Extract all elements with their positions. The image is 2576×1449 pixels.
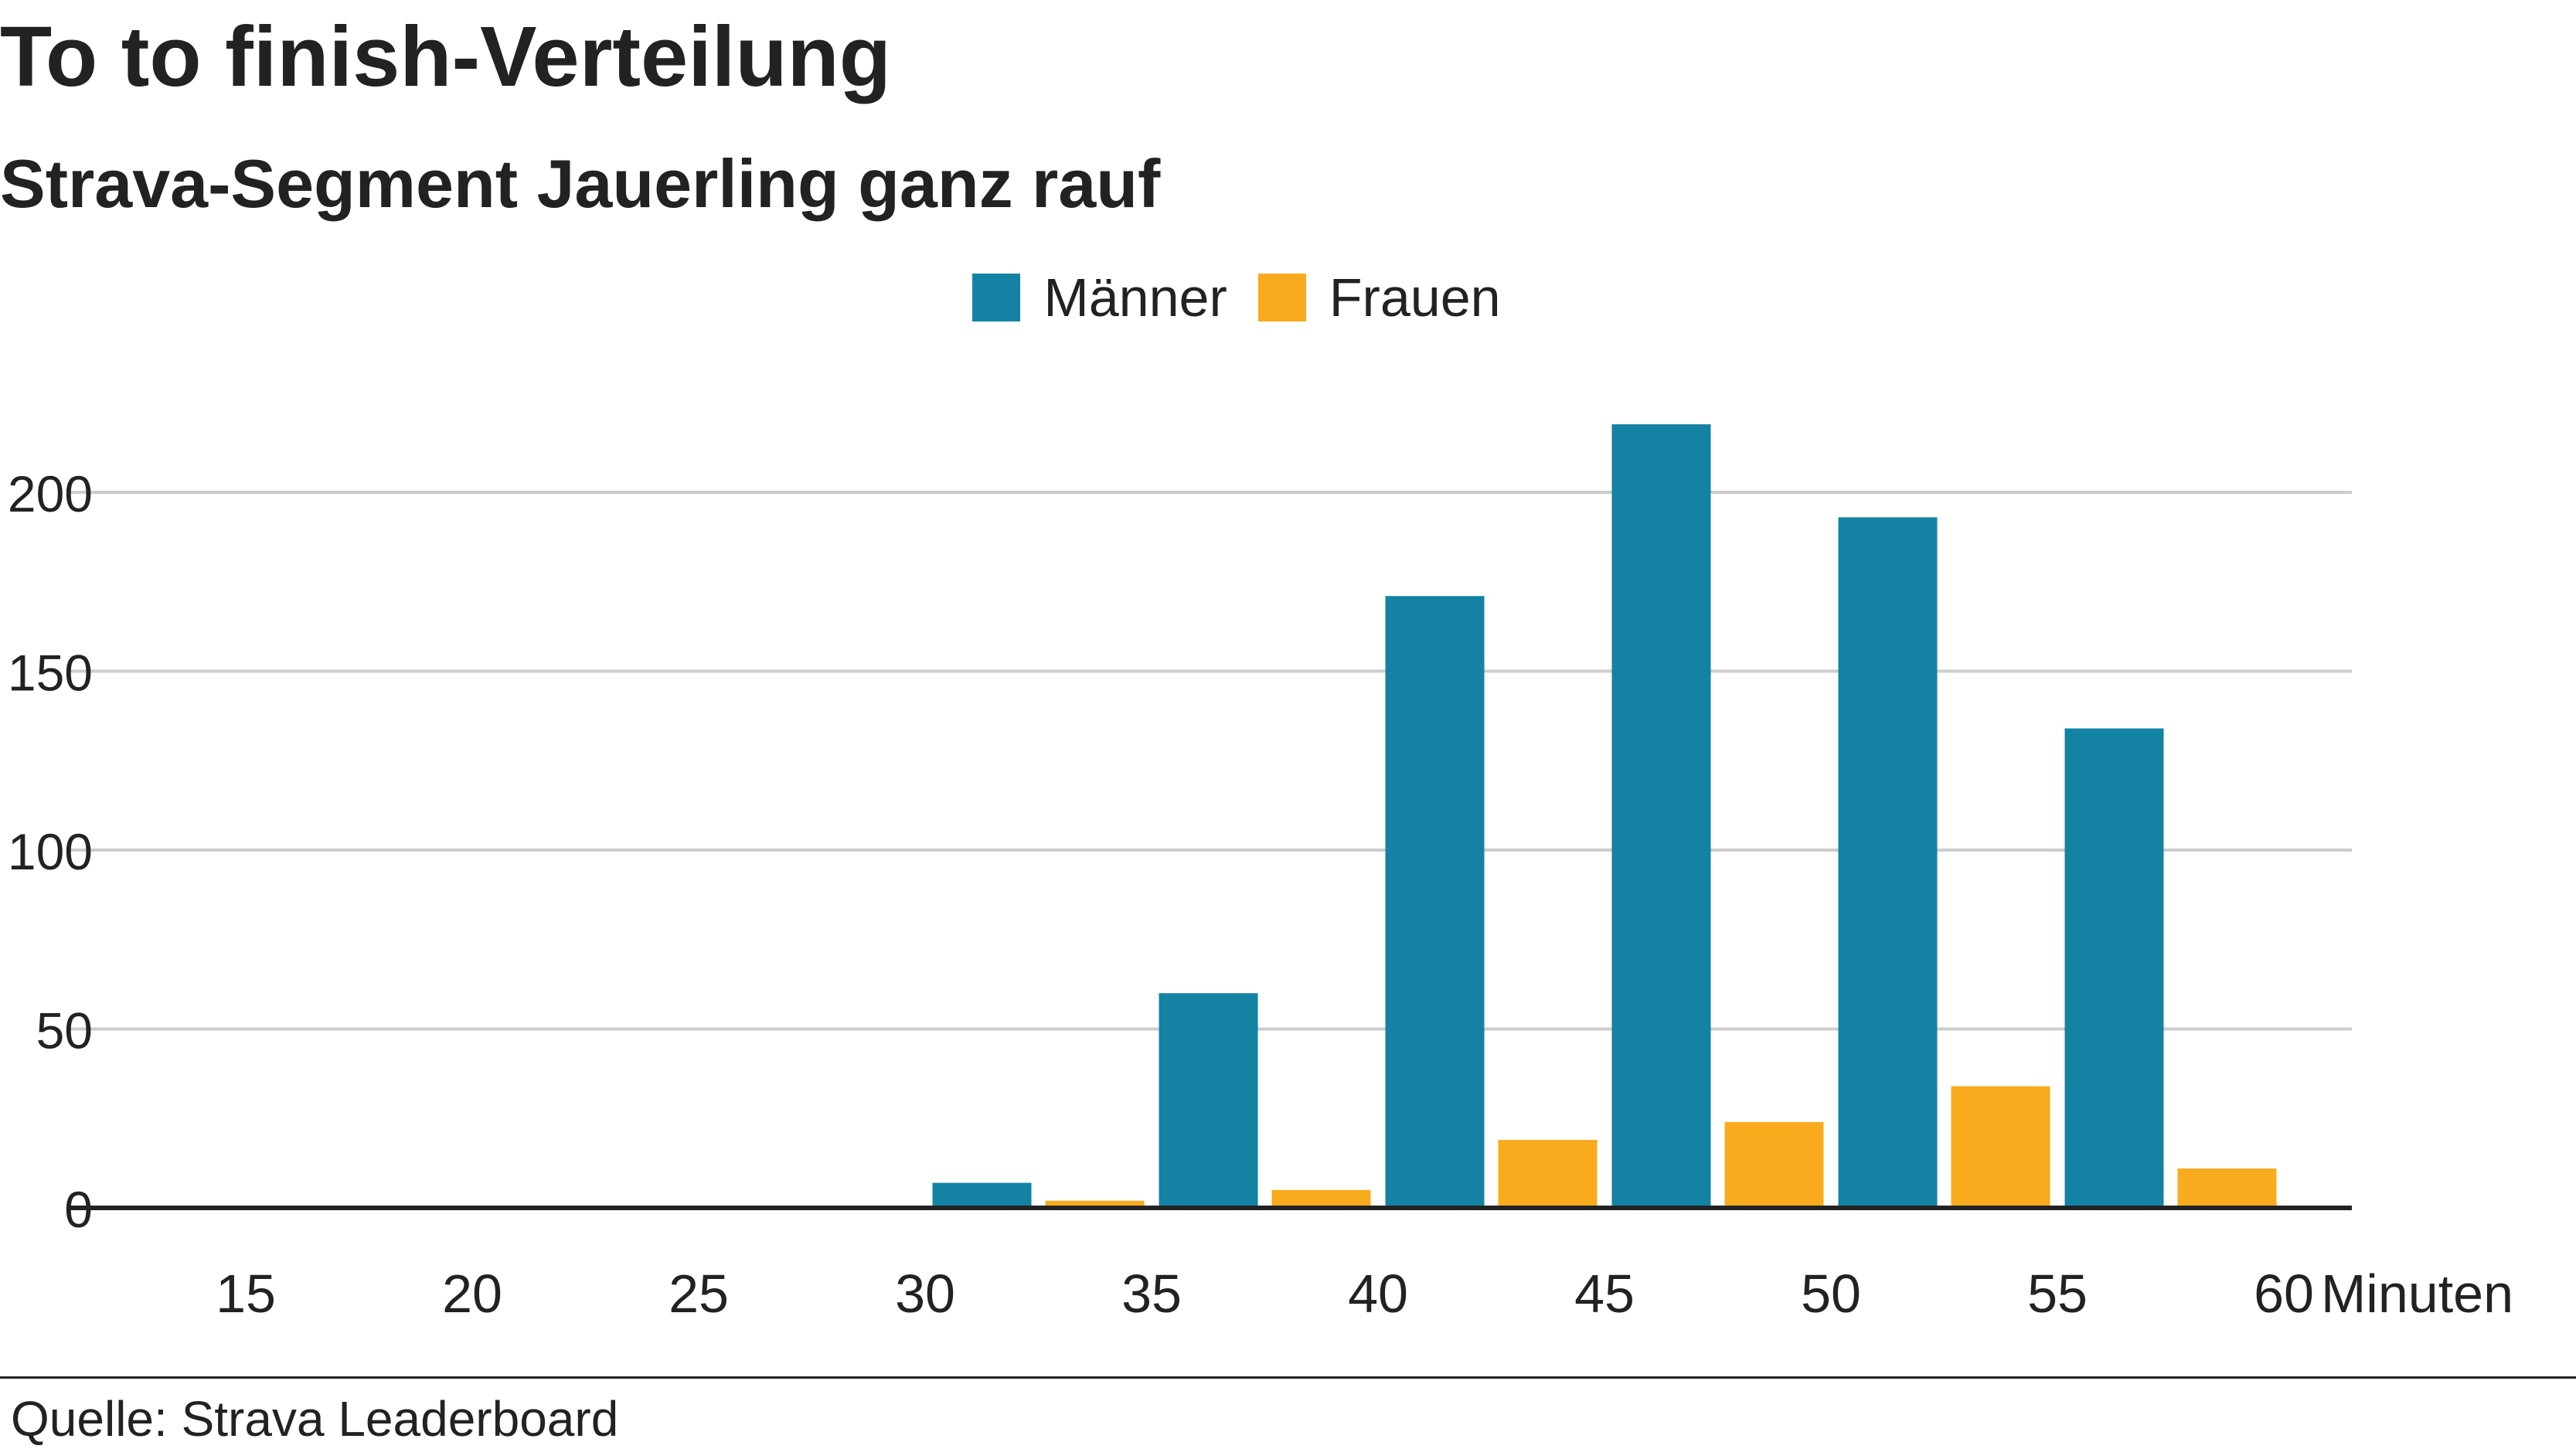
bar-maenner-45 — [1611, 424, 1711, 1208]
y-tick-label-50: 50 — [36, 1002, 93, 1060]
x-tick-label-50: 50 — [1801, 1264, 1861, 1324]
gridlines — [68, 491, 2352, 1031]
y-tick-label-100: 100 — [8, 823, 93, 880]
x-tick-label-55: 55 — [2027, 1264, 2088, 1324]
histogram-chart: 0 50 100 150 200 15 20 25 30 35 40 45 50 55 60 Minuten — [8, 424, 2513, 1324]
bar-frauen-45 — [1724, 1121, 1824, 1208]
chart-subtitle: Strava-Segment Jauerling ganz rauf — [0, 145, 1161, 222]
bar-frauen-55 — [2177, 1168, 2277, 1208]
x-tick-label-20: 20 — [442, 1264, 502, 1324]
bar-frauen-35 — [1271, 1189, 1371, 1208]
footer-divider — [0, 1376, 2576, 1379]
legend-item-frauen: Frauen — [1257, 267, 1501, 328]
chart-title: To to finish-Verteilung — [0, 9, 891, 104]
legend-swatch-frauen — [1257, 274, 1306, 321]
bar-maenner-50 — [1838, 517, 1938, 1208]
x-axis-unit-label: Minuten — [2321, 1264, 2513, 1324]
y-tick-label-150: 150 — [8, 645, 93, 702]
legend-label-maenner: Männer — [1043, 267, 1227, 328]
bar-maenner-35 — [1159, 993, 1258, 1208]
x-tick-label-15: 15 — [216, 1264, 276, 1324]
x-tick-label-30: 30 — [895, 1264, 955, 1324]
bars — [932, 424, 2277, 1208]
bar-maenner-55 — [2064, 728, 2164, 1208]
legend-item-maenner: Männer — [972, 270, 1227, 325]
bar-frauen-30 — [1045, 1200, 1145, 1208]
x-tick-label-60: 60 — [2254, 1264, 2314, 1324]
x-tick-label-40: 40 — [1348, 1264, 1408, 1324]
source-note: Quelle: Strava Leaderboard — [11, 1391, 619, 1447]
legend-label-frauen: Frauen — [1329, 267, 1501, 328]
bar-frauen-50 — [1951, 1086, 2050, 1208]
legend: Männer Frauen — [0, 270, 2473, 325]
x-tick-label-35: 35 — [1121, 1264, 1182, 1324]
bar-maenner-40 — [1385, 596, 1485, 1208]
legend-swatch-maenner — [972, 274, 1021, 321]
x-tick-label-25: 25 — [669, 1264, 729, 1324]
x-tick-label-45: 45 — [1574, 1264, 1635, 1324]
y-tick-label-0: 0 — [64, 1181, 93, 1238]
bar-maenner-30 — [932, 1182, 1032, 1208]
bar-frauen-40 — [1498, 1140, 1598, 1208]
y-tick-label-200: 200 — [8, 465, 93, 522]
tick-labels: 0 50 100 150 200 15 20 25 30 35 40 45 50 55 60 Minuten — [8, 465, 2513, 1324]
